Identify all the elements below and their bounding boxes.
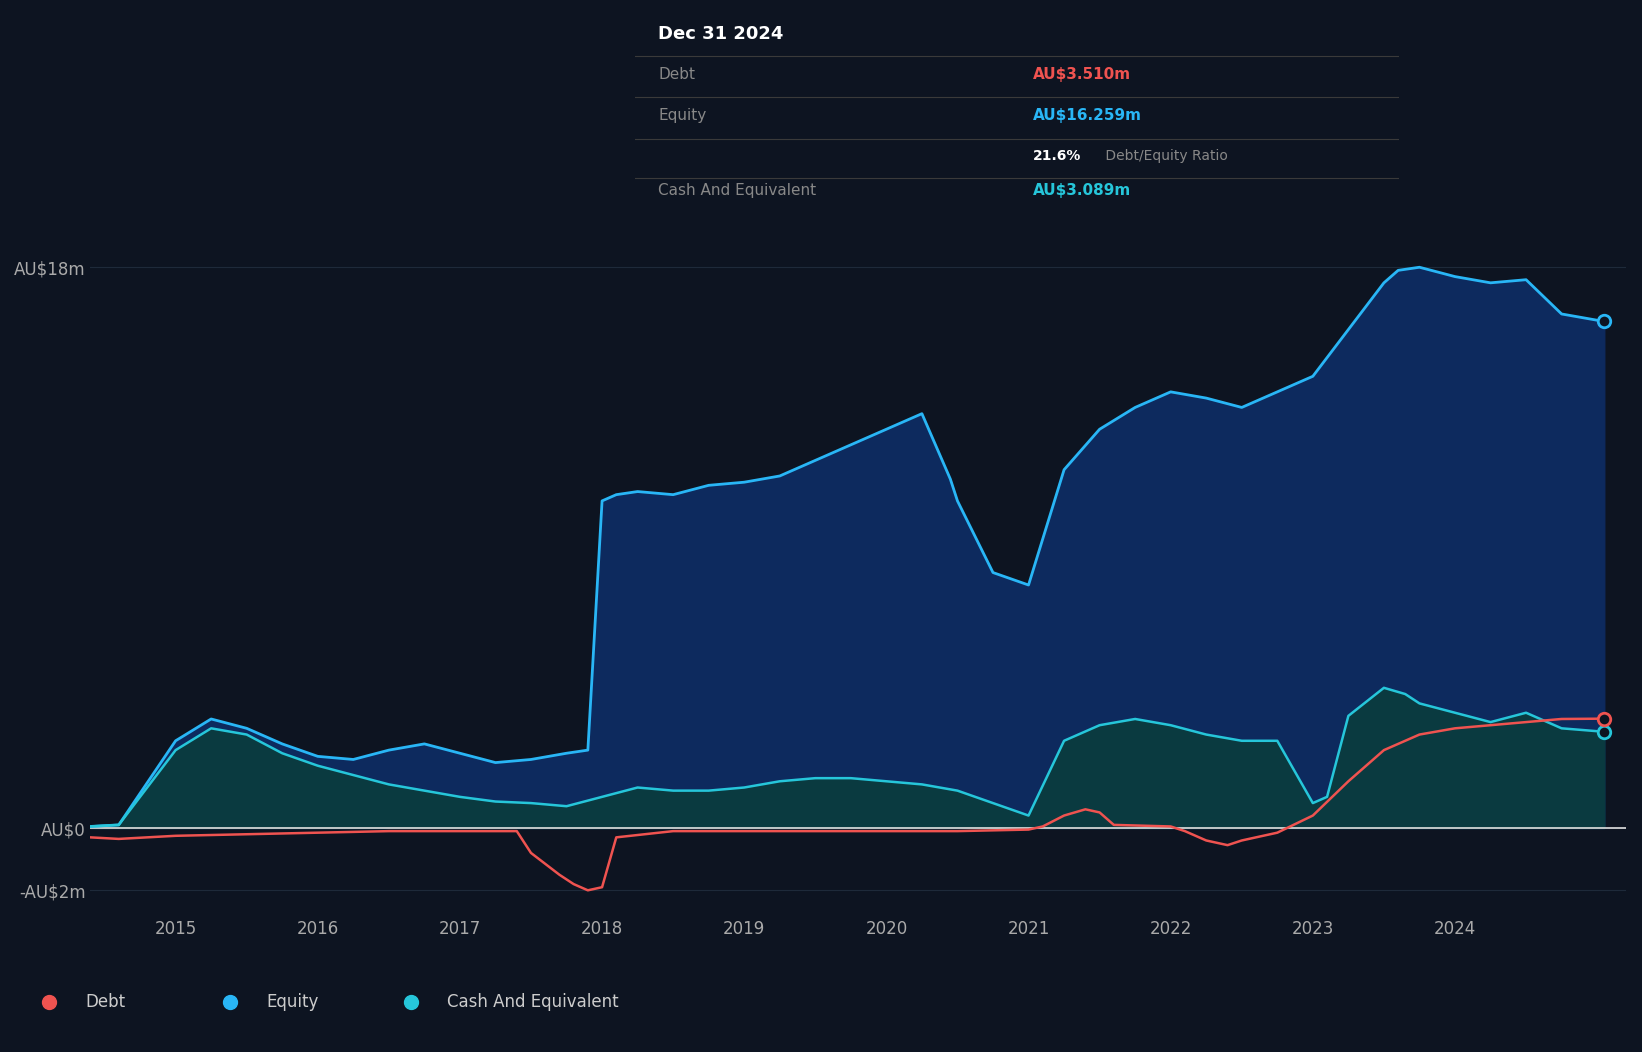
- Text: Cash And Equivalent: Cash And Equivalent: [447, 993, 619, 1011]
- Text: Debt: Debt: [85, 993, 125, 1011]
- Text: Debt/Equity Ratio: Debt/Equity Ratio: [1102, 148, 1228, 163]
- Text: AU$3.510m: AU$3.510m: [1033, 67, 1131, 82]
- Text: AU$16.259m: AU$16.259m: [1033, 107, 1141, 123]
- Text: Cash And Equivalent: Cash And Equivalent: [658, 183, 816, 198]
- Text: Dec 31 2024: Dec 31 2024: [658, 25, 783, 43]
- Text: 21.6%: 21.6%: [1033, 148, 1080, 163]
- Text: Equity: Equity: [266, 993, 319, 1011]
- Text: Equity: Equity: [658, 107, 706, 123]
- Text: AU$3.089m: AU$3.089m: [1033, 183, 1131, 198]
- Text: Debt: Debt: [658, 67, 695, 82]
